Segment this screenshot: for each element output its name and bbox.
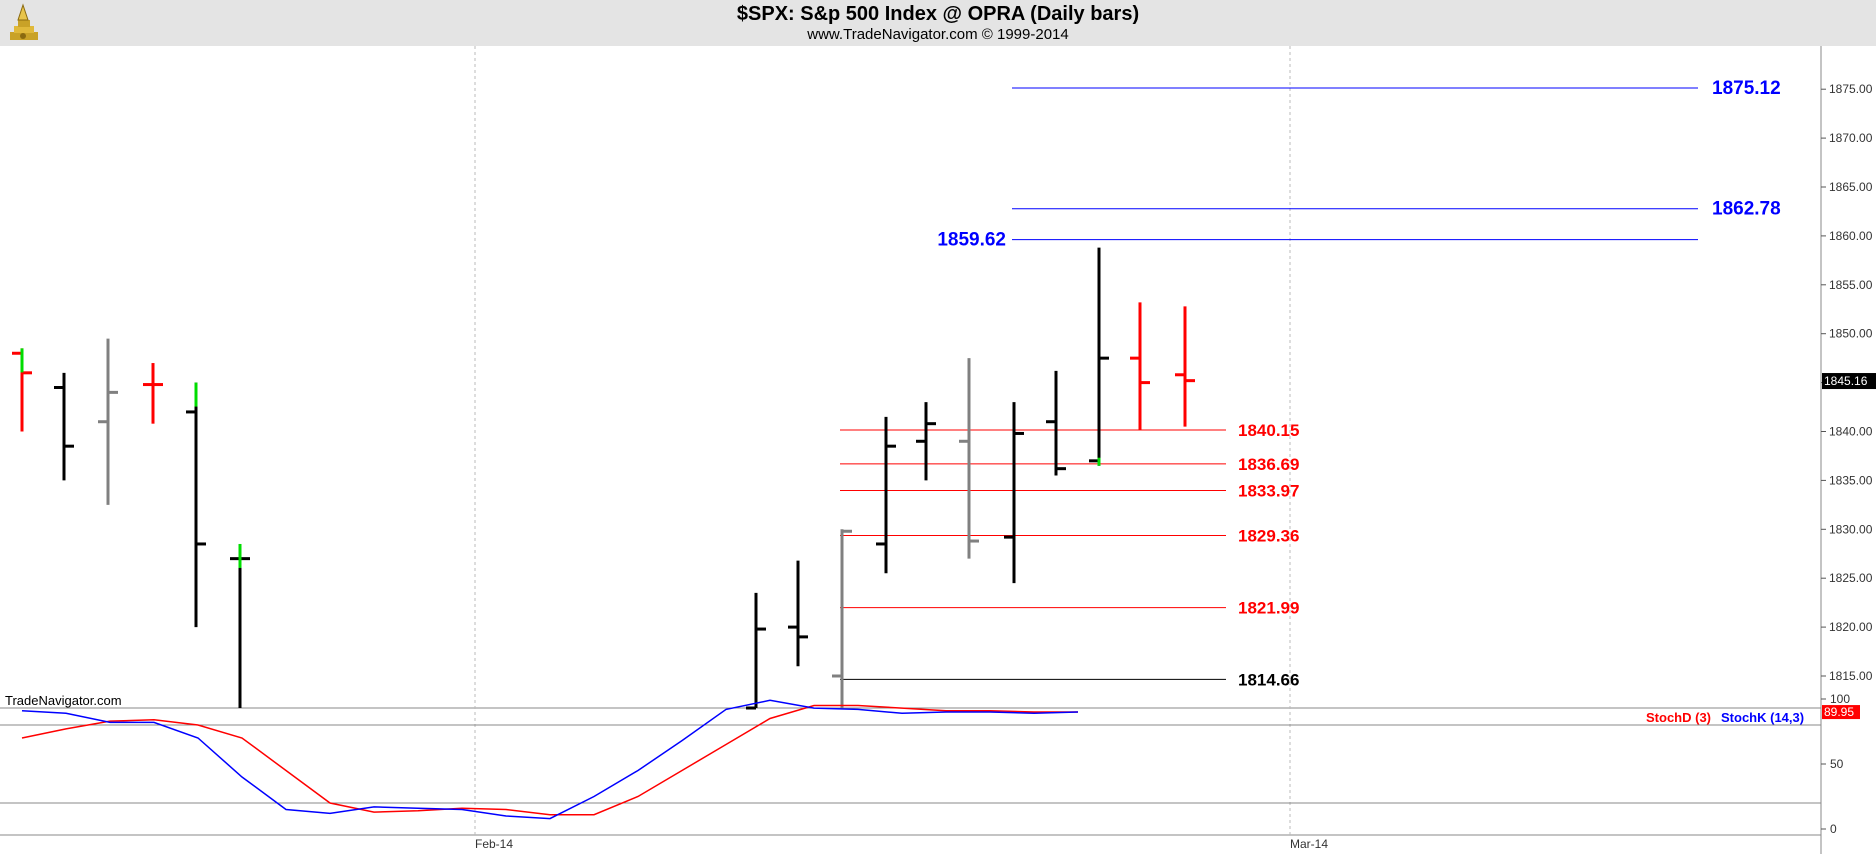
stoch-legend-d: StochD (3) (1646, 710, 1711, 725)
price-tick-label: 1840.00 (1829, 425, 1873, 439)
level-label: 1875.12 (1712, 78, 1781, 99)
date-axis: Feb-14 Mar-14 (475, 837, 1328, 851)
ohlc-bar (1175, 306, 1195, 427)
chart-title: $SPX: S&p 500 Index @ OPRA (Daily bars) (736, 3, 1140, 25)
level-label: 1814.66 (1238, 670, 1299, 689)
date-label: Mar-14 (1290, 837, 1328, 851)
stoch-line (21, 699, 1079, 820)
price-tick-label: 1865.00 (1829, 180, 1873, 194)
price-tick-label: 1875.00 (1829, 82, 1873, 96)
stoch-tick-label: 100 (1830, 692, 1850, 706)
ohlc-bar (1089, 247, 1109, 466)
price-tick-label: 1820.00 (1829, 620, 1873, 634)
level-label: 1859.62 (937, 230, 1006, 251)
price-tick-label: 1830.00 (1829, 522, 1873, 536)
watermark: TradeNavigator.com (5, 693, 122, 708)
price-tick-label: 1835.00 (1829, 473, 1873, 487)
chart-subtitle: www.TradeNavigator.com © 1999-2014 (807, 26, 1069, 43)
title-bar: $SPX: S&p 500 Index @ OPRA (Daily bars) … (0, 0, 1876, 46)
level-label: 1829.36 (1238, 527, 1299, 546)
level-label: 1821.99 (1238, 599, 1299, 618)
level-label: 1836.69 (1238, 455, 1299, 474)
price-axis: 1815.00 1820.00 1825.00 1830.00 1835.00 1840.… (1821, 82, 1876, 683)
ohlc-bar (186, 382, 206, 628)
ohlc-bars (12, 247, 1195, 710)
ohlc-bar (230, 543, 250, 708)
price-tick-label: 1815.00 (1829, 669, 1873, 683)
stoch-legend-k: StochK (14,3) (1721, 710, 1804, 725)
date-label: Feb-14 (475, 837, 513, 851)
price-tick-label: 1855.00 (1829, 278, 1873, 292)
price-tick-label: 1825.00 (1829, 571, 1873, 585)
stoch-last-label: 89.95 (1824, 705, 1854, 719)
price-tick-label: 1850.00 (1829, 327, 1873, 341)
price-tick-label: 1870.00 (1829, 131, 1873, 145)
ohlc-bar (1130, 302, 1150, 430)
level-label: 1862.78 (1712, 199, 1781, 220)
stoch-line (21, 704, 1078, 816)
price-tick-label: 1860.00 (1829, 229, 1873, 243)
stoch-last-badge (1822, 705, 1860, 720)
last-price-label: 1845.16 (1824, 374, 1868, 388)
price-levels: 1875.12 1862.78 1859.62 1840.15 1836.69 1833.… (840, 78, 1781, 689)
ohlc-bar (1004, 402, 1024, 584)
stochastic-panel: StochD (3) StochK (14,3) (0, 699, 1821, 820)
stoch-tick-label: 50 (1830, 757, 1844, 771)
ohlc-bar (143, 363, 163, 424)
last-price-badge (1822, 373, 1876, 390)
ohlc-bar (788, 560, 808, 667)
level-label: 1840.15 (1238, 421, 1299, 440)
ohlc-bar (832, 529, 852, 708)
level-label: 1833.97 (1238, 481, 1299, 500)
ohlc-bar (54, 372, 74, 481)
ohlc-bar (959, 358, 979, 559)
ohlc-bar (746, 592, 766, 710)
ohlc-bar (876, 416, 896, 574)
trade-navigator-logo-icon (10, 3, 38, 40)
ohlc-bar (1046, 370, 1066, 476)
stoch-tick-label: 0 (1830, 822, 1837, 836)
ohlc-bar (98, 338, 118, 505)
ohlc-bar (916, 402, 936, 481)
